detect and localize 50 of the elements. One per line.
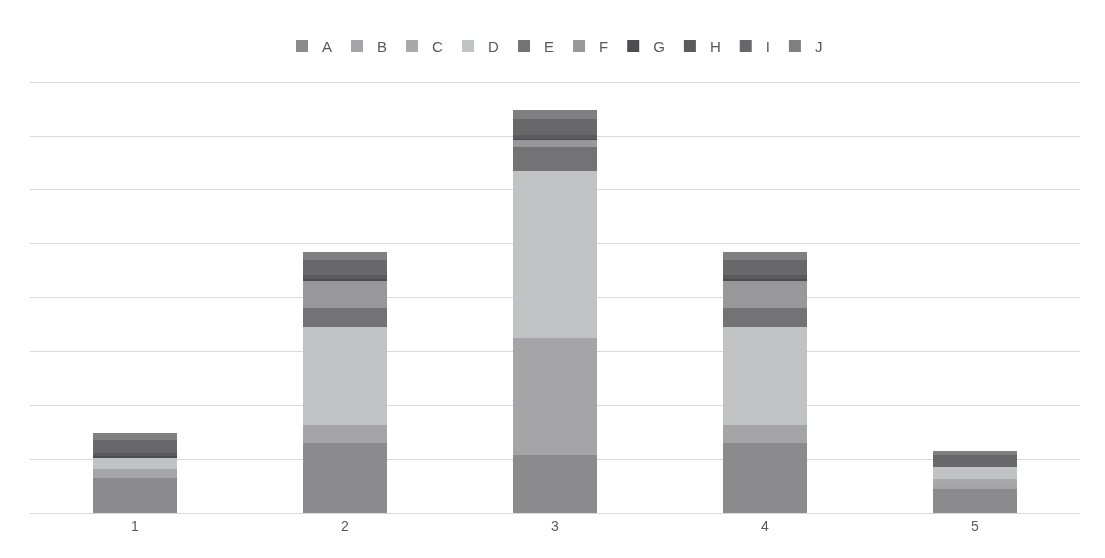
bar	[933, 466, 1017, 480]
bar	[933, 489, 1017, 513]
bar	[513, 455, 597, 513]
legend-label: I	[765, 37, 770, 55]
bar	[933, 454, 1017, 467]
bar	[513, 147, 597, 172]
bar	[513, 338, 597, 456]
bar	[303, 307, 387, 327]
legend-label: B	[377, 37, 388, 55]
bar	[93, 433, 177, 440]
bar	[303, 260, 387, 275]
bar	[513, 134, 597, 139]
bar	[93, 439, 177, 454]
bar	[303, 274, 387, 279]
x-tick-label: 1	[131, 517, 140, 534]
legend-label: F	[599, 37, 609, 55]
bar	[723, 280, 807, 308]
bar	[513, 171, 597, 339]
bar	[513, 140, 597, 148]
bar	[723, 326, 807, 426]
bar	[303, 425, 387, 443]
x-tick-label: 3	[551, 517, 560, 534]
bar	[723, 442, 807, 513]
legend-label: H	[709, 37, 721, 55]
x-tick-label: 4	[761, 517, 770, 534]
bar	[723, 252, 807, 261]
bar	[303, 442, 387, 513]
x-tick-label: 5	[971, 517, 980, 534]
legend-label: J	[814, 37, 823, 55]
legend-label: C	[432, 37, 444, 55]
bar	[93, 478, 177, 513]
bar	[303, 278, 387, 281]
bar	[93, 457, 177, 469]
bar	[513, 119, 597, 135]
bar	[933, 450, 1017, 455]
bar	[303, 280, 387, 308]
x-tick-label: 2	[341, 517, 350, 534]
legend-label: A	[322, 37, 333, 55]
bar	[723, 274, 807, 279]
bar	[723, 278, 807, 281]
bar	[723, 307, 807, 327]
legend-label: D	[488, 37, 500, 55]
bar	[303, 326, 387, 426]
legend-label: G	[653, 37, 665, 55]
bar	[93, 468, 177, 479]
bar	[723, 425, 807, 443]
bar	[723, 260, 807, 275]
legend-label: E	[544, 37, 555, 55]
bar	[513, 110, 597, 120]
bar	[303, 252, 387, 261]
